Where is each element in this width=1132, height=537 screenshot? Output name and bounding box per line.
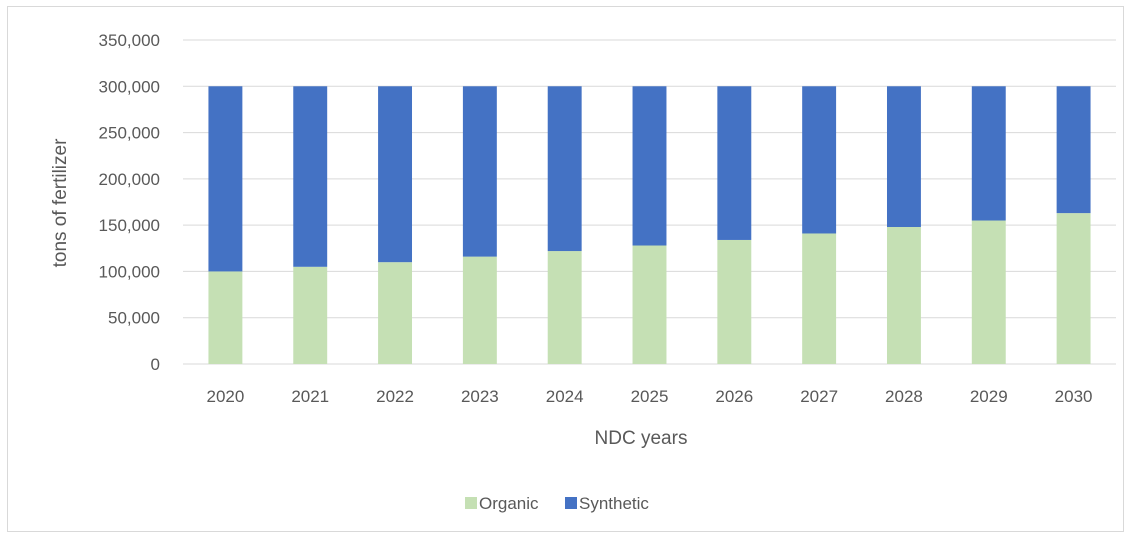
y-tick-label: 350,000 bbox=[99, 31, 160, 50]
bar-organic-2021 bbox=[293, 266, 328, 364]
legend-swatch-organic bbox=[465, 497, 477, 509]
legend-swatch-synthetic bbox=[565, 497, 577, 509]
x-tick-label: 2026 bbox=[715, 387, 753, 406]
y-tick-label: 0 bbox=[151, 355, 160, 374]
bar-synthetic-2023 bbox=[462, 86, 497, 257]
bar-synthetic-2022 bbox=[378, 86, 413, 263]
x-tick-label: 2025 bbox=[631, 387, 669, 406]
x-tick-label: 2029 bbox=[970, 387, 1008, 406]
bar-organic-2028 bbox=[886, 226, 921, 364]
y-tick-label: 250,000 bbox=[99, 124, 160, 143]
x-tick-label: 2028 bbox=[885, 387, 923, 406]
bar-synthetic-2028 bbox=[886, 86, 921, 227]
y-tick-label: 300,000 bbox=[99, 77, 160, 96]
y-tick-label: 100,000 bbox=[99, 262, 160, 281]
y-tick-label: 50,000 bbox=[108, 309, 160, 328]
legend-label-organic: Organic bbox=[479, 494, 539, 513]
bar-synthetic-2024 bbox=[547, 86, 582, 252]
x-tick-labels: 2020 2021 2022 2023 2024 2025 2026 2027 2028 2029… bbox=[206, 387, 1092, 406]
bar-organic-2025 bbox=[632, 245, 667, 364]
x-tick-label: 2020 bbox=[206, 387, 244, 406]
bar-synthetic-2021 bbox=[293, 86, 328, 267]
legend-label-synthetic: Synthetic bbox=[579, 494, 649, 513]
bar-organic-2030 bbox=[1056, 213, 1091, 364]
y-tick-labels: 0 50,000 100,000 150,000 200,000 250,000 300,0… bbox=[99, 31, 160, 374]
bar-synthetic-2029 bbox=[971, 86, 1006, 221]
bar-organic-2027 bbox=[802, 233, 837, 364]
bar-organic-2029 bbox=[971, 220, 1006, 364]
y-tick-label: 200,000 bbox=[99, 170, 160, 189]
legend: Organic Synthetic bbox=[465, 494, 649, 513]
x-tick-label: 2022 bbox=[376, 387, 414, 406]
bar-synthetic-2020 bbox=[208, 86, 243, 272]
bars bbox=[208, 86, 1091, 364]
bar-synthetic-2025 bbox=[632, 86, 667, 246]
x-tick-label: 2023 bbox=[461, 387, 499, 406]
x-tick-label: 2021 bbox=[291, 387, 329, 406]
bar-organic-2024 bbox=[547, 251, 582, 364]
bar-organic-2020 bbox=[208, 271, 243, 364]
x-axis-title: NDC years bbox=[595, 428, 688, 449]
y-axis-title: tons of fertilizer bbox=[50, 138, 71, 267]
bar-synthetic-2030 bbox=[1056, 86, 1091, 214]
bar-organic-2023 bbox=[462, 256, 497, 364]
x-tick-label: 2024 bbox=[546, 387, 584, 406]
bar-synthetic-2026 bbox=[717, 86, 752, 240]
y-tick-label: 150,000 bbox=[99, 216, 160, 235]
x-tick-label: 2030 bbox=[1055, 387, 1093, 406]
chart-frame bbox=[7, 6, 1124, 532]
bar-organic-2022 bbox=[378, 262, 413, 364]
bar-synthetic-2027 bbox=[802, 86, 837, 234]
x-tick-label: 2027 bbox=[800, 387, 838, 406]
bar-organic-2026 bbox=[717, 239, 752, 364]
